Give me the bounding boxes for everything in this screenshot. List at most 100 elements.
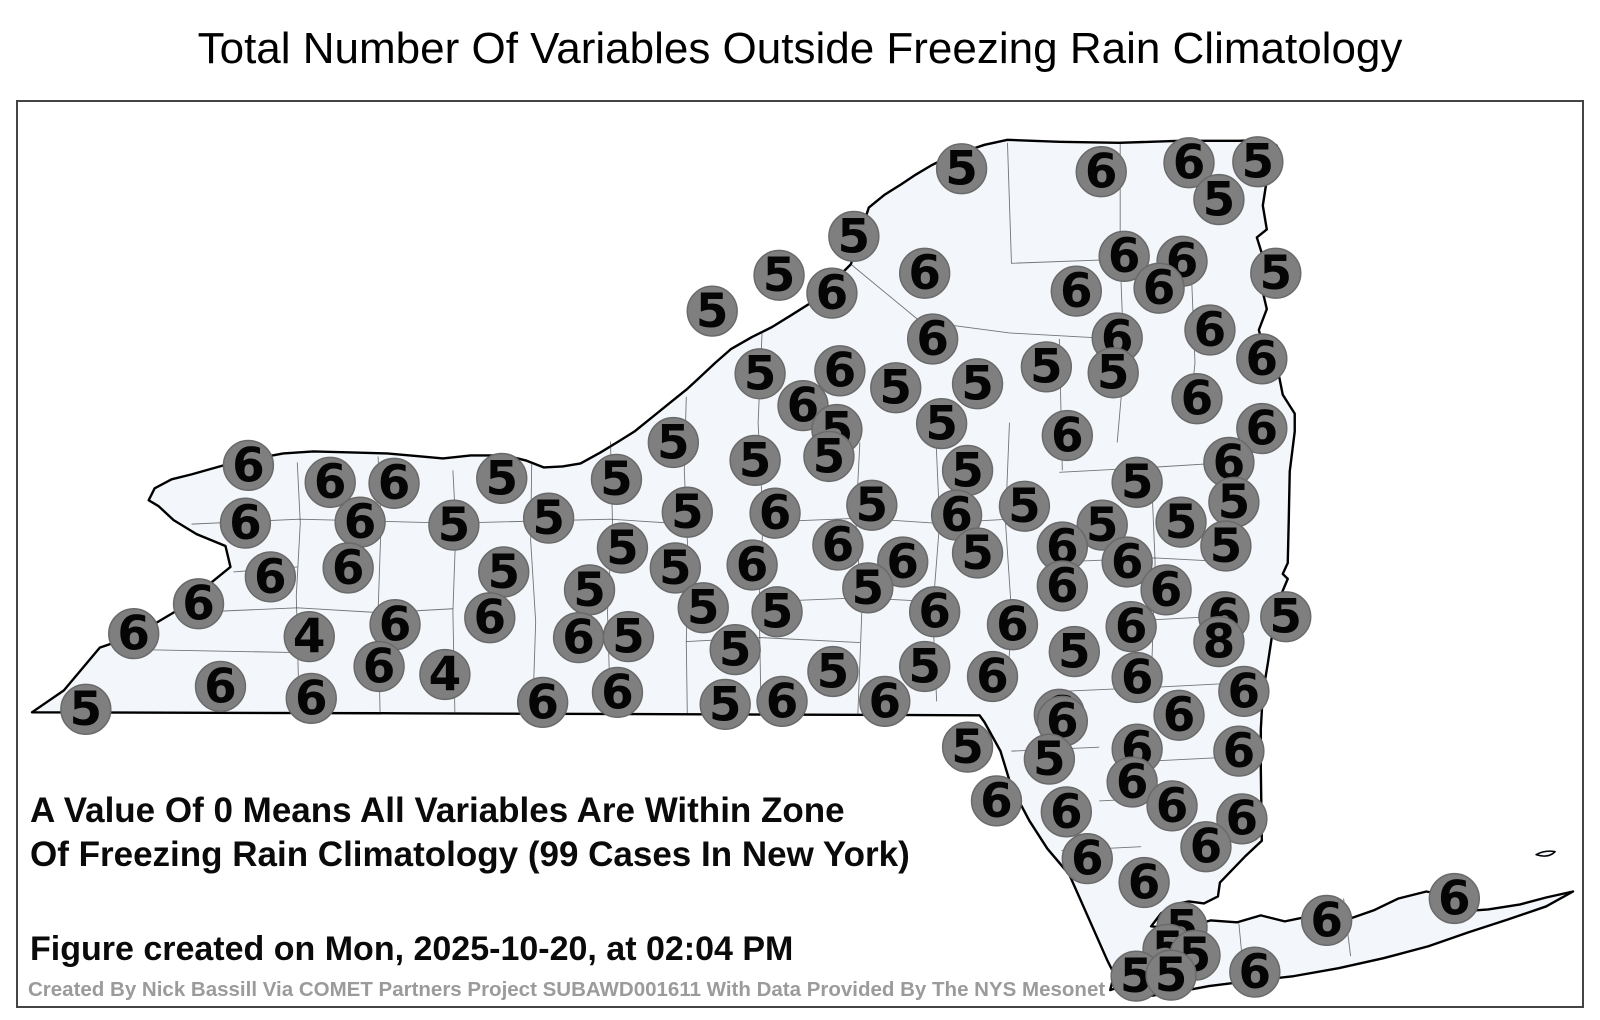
station-circle [1040,786,1093,838]
station-marker: 6 [906,313,959,367]
station-value: 5 [908,640,941,694]
station-circle [1155,496,1207,548]
station-value: 5 [744,348,777,402]
station-circle [1048,625,1100,678]
station-circle [966,650,1019,703]
station-value: 6 [766,675,799,729]
station-marker: 6 [1101,536,1153,590]
station-marker: 6 [1236,403,1288,457]
station-marker: 6 [1163,137,1215,191]
station-value: 5 [1030,341,1063,395]
station-circle [951,527,1004,579]
station-value: 6 [562,612,595,666]
station-value: 6 [1181,373,1214,427]
station-circle [859,675,911,727]
station-circle [222,439,275,492]
station-circle [1163,137,1215,189]
station-circle [1171,373,1223,425]
station-value: 6 [1111,536,1144,590]
station-marker: 6 [591,666,644,720]
station-circle [419,648,471,701]
station-value: 6 [916,313,949,367]
station-marker: 6 [1036,560,1089,614]
station-marker: 5 [842,562,894,616]
station-marker: 6 [1153,689,1205,743]
station-marker: 6 [1236,333,1288,387]
station-circle [1229,946,1281,998]
station-value: 5 [1121,456,1154,510]
station-circle [304,456,356,508]
station-value: 6 [378,457,411,511]
station-marker: 5 [590,453,643,507]
station-marker: 6 [1140,564,1192,618]
station-marker: 6 [172,578,225,632]
station-value: 6 [1071,833,1104,887]
station-marker: 6 [1050,265,1102,319]
station-value: 6 [1150,564,1183,618]
station-value: 5 [1008,480,1041,534]
station-circle [1145,949,1197,1001]
station-value: 6 [736,539,769,593]
station-value: 6 [1310,894,1343,948]
station-value: 6 [976,650,1009,704]
station-circle [1232,136,1284,188]
station-value: 5 [573,564,606,618]
station-circle [814,345,866,397]
ny-map-svg: 5 6 6 555 6 6 565 6 6 656 66 655 6 5 5 5 66 5 5 6 65 5 56 6 6 5 5 5… [30,136,1575,1004]
station-circle [1111,651,1163,704]
station-marker: 5 [661,486,713,540]
station-value: 6 [980,775,1013,829]
station-circle [842,562,894,614]
station-marker: 5 [951,527,1004,581]
station-value: 5 [438,499,471,553]
station-value: 6 [182,578,215,632]
station-marker: 6 [1213,725,1265,779]
station-marker: 5 [915,398,968,451]
station-value: 6 [1163,689,1196,743]
station-circle [1300,894,1353,947]
station-marker: 5 [1208,476,1260,530]
station-marker: 5 [649,542,702,596]
station-marker: 5 [1250,247,1302,301]
station-circle [970,775,1023,827]
station-circle [846,479,898,531]
station-circle [751,586,803,638]
station-value: 6 [822,519,855,573]
station-circle [1118,856,1170,909]
station-marker: 6 [369,599,421,653]
station-marker: 5 [998,480,1051,534]
station-marker: 6 [464,592,516,646]
station-circle [734,348,786,400]
station-marker: 6 [285,672,337,726]
station-marker: 6 [986,599,1039,653]
station-circle [951,358,1004,410]
station-value: 5 [856,479,889,533]
station-circle [590,453,643,505]
station-marker: 6 [1184,304,1236,358]
station-circle [322,542,374,594]
station-circle [1213,725,1265,777]
station-value: 6 [1246,403,1279,457]
small-island [1535,850,1556,857]
station-marker: 6 [1180,821,1232,875]
station-marker: 6 [726,539,778,593]
station-circle [1036,560,1089,612]
station-marker: 5 [803,430,855,484]
station-circle [1133,262,1185,314]
station-value: 5 [487,546,520,600]
station-circle [906,313,959,365]
station-marker: 5 [1145,949,1197,1003]
station-circle [1061,833,1113,885]
station-circle [1193,615,1245,668]
station-value: 5 [1165,496,1198,550]
station-circle [1260,591,1312,643]
station-marker: 5 [686,285,738,339]
station-value: 5 [1203,174,1236,228]
station-circle [1146,780,1198,832]
station-circle [828,210,880,263]
station-marker: 5 [1048,625,1100,679]
station-value: 6 [232,439,265,493]
station-value: 5 [813,430,846,484]
station-value: 5 [945,143,978,197]
station-marker: 6 [814,345,866,399]
